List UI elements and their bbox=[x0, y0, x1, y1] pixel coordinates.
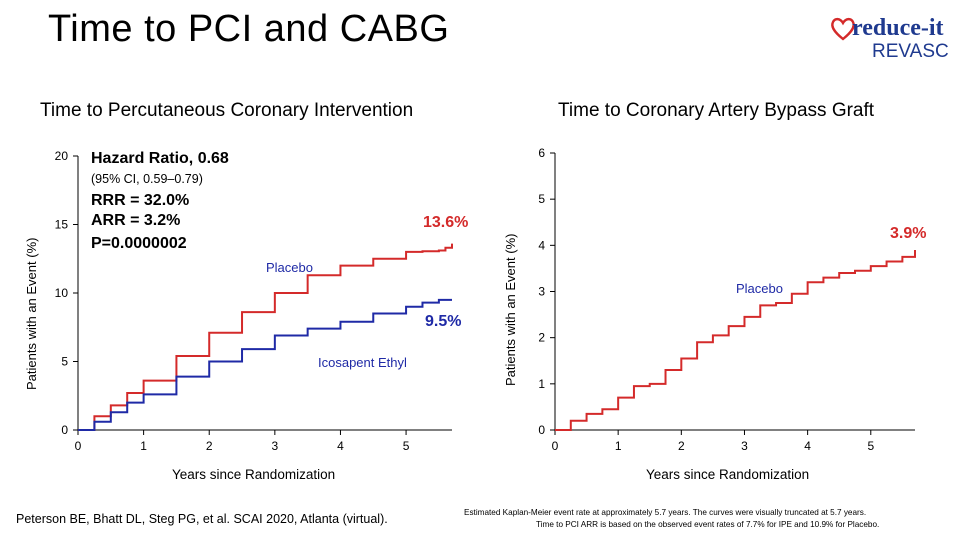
cabg-x-tick-label: 4 bbox=[804, 439, 811, 453]
p-value-text: P=0.0000002 bbox=[91, 235, 187, 252]
pci-placebo-series-label: Placebo bbox=[266, 260, 313, 275]
cabg-y-tick-label: 3 bbox=[538, 285, 545, 299]
pci-y-axis-label: Patients with an Event (%) bbox=[24, 237, 39, 390]
footnote-line-2: Time to PCI ARR is based on the observed… bbox=[536, 520, 880, 529]
citation-text: Peterson BE, Bhatt DL, Steg PG, et al. S… bbox=[16, 512, 388, 526]
pci-y-tick-label: 15 bbox=[55, 218, 69, 232]
cabg-y-axis-label: Patients with an Event (%) bbox=[503, 233, 518, 386]
pci-x-tick-label: 0 bbox=[75, 439, 82, 453]
pci-y-tick-label: 20 bbox=[55, 149, 69, 163]
reduce-it-logo: reduce-it REVASC bbox=[831, 14, 949, 66]
cabg-x-tick-label: 5 bbox=[867, 439, 874, 453]
confidence-interval-text: (95% CI, 0.59–0.79) bbox=[91, 172, 203, 186]
cabg-y-tick-label: 4 bbox=[538, 238, 545, 252]
logo-wordmark-top: reduce-it bbox=[852, 15, 944, 41]
cabg-series-placebo bbox=[555, 249, 916, 431]
cabg-y-tick-label: 1 bbox=[538, 377, 545, 391]
cabg-x-tick-label: 1 bbox=[615, 439, 622, 453]
cabg-y-tick-label: 0 bbox=[538, 423, 545, 437]
cabg-y-tick-label: 6 bbox=[538, 146, 545, 160]
pci-y-tick-label: 5 bbox=[61, 355, 68, 369]
cabg-y-tick-label: 5 bbox=[538, 192, 545, 206]
slide-title: Time to PCI and CABG bbox=[48, 8, 450, 50]
logo-wordmark-bottom: REVASC bbox=[872, 41, 949, 62]
pci-x-tick-label: 3 bbox=[271, 439, 278, 453]
heart-icon bbox=[831, 17, 855, 41]
cabg-x-axis-label: Years since Randomization bbox=[646, 467, 810, 482]
pci-y-tick-label: 10 bbox=[55, 286, 69, 300]
pci-panel-title: Time to Percutaneous Coronary Interventi… bbox=[40, 100, 414, 121]
cabg-x-tick-label: 2 bbox=[678, 439, 685, 453]
pci-series-placebo bbox=[78, 243, 453, 431]
pci-ipe-series-label: Icosapent Ethyl bbox=[318, 355, 407, 370]
pci-x-tick-label: 5 bbox=[403, 439, 410, 453]
pci-x-axis-label: Years since Randomization bbox=[172, 467, 336, 482]
pci-placebo-rate-label: 13.6% bbox=[423, 214, 469, 231]
pci-x-tick-label: 4 bbox=[337, 439, 344, 453]
pci-series-icosapent-ethyl bbox=[78, 298, 452, 431]
footnote-line-1: Estimated Kaplan-Meier event rate at app… bbox=[464, 508, 867, 517]
cabg-placebo-rate-label: 3.9% bbox=[890, 225, 927, 242]
pci-x-tick-label: 2 bbox=[206, 439, 213, 453]
cabg-panel-title: Time to Coronary Artery Bypass Graft bbox=[558, 100, 875, 121]
pci-y-tick-label: 0 bbox=[61, 423, 68, 437]
rrr-text: RRR = 32.0% bbox=[91, 192, 190, 209]
arr-text: ARR = 3.2% bbox=[91, 212, 181, 229]
pci-x-tick-label: 1 bbox=[140, 439, 147, 453]
cabg-x-tick-label: 3 bbox=[741, 439, 748, 453]
cabg-placebo-series-label: Placebo bbox=[736, 281, 783, 296]
pci-ipe-rate-label: 9.5% bbox=[425, 313, 462, 330]
cabg-x-tick-label: 0 bbox=[552, 439, 559, 453]
hazard-ratio-text: Hazard Ratio, 0.68 bbox=[91, 150, 229, 167]
cabg-y-tick-label: 2 bbox=[538, 331, 545, 345]
